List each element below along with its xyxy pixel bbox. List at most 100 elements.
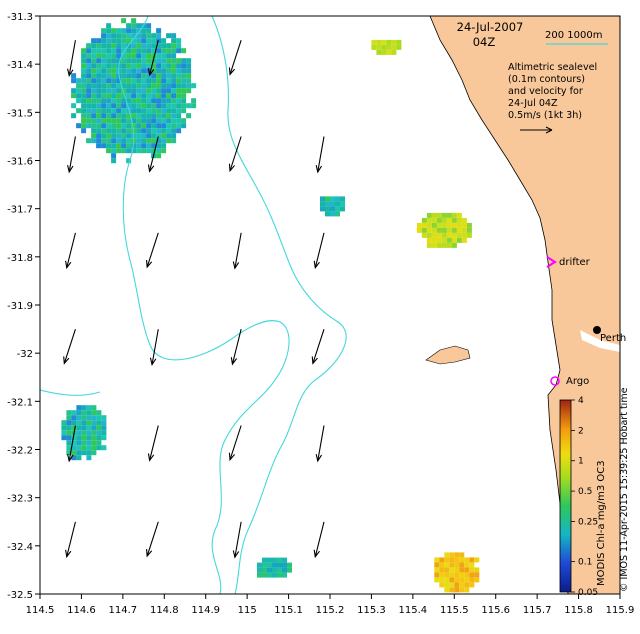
chl-pixel [262,567,267,573]
chl-pixel [116,103,122,109]
chl-pixel [86,445,92,451]
chl-pixel [106,133,112,139]
chl-pixel [106,78,112,84]
chl-pixel [106,93,112,99]
chl-pixel [86,43,92,49]
chl-pixel [156,73,162,79]
chl-pixel [386,49,392,55]
chl-pixel [277,557,282,563]
chl-pixel [335,211,340,217]
chl-pixel [91,450,97,456]
chl-pixel [376,44,382,50]
chl-pixel [121,68,127,74]
chl-pixel [166,53,172,59]
chl-pixel [186,58,192,64]
chl-pixel [469,572,475,578]
chl-pixel [101,425,107,431]
chl-pixel [96,420,102,426]
chl-pixel [91,123,97,129]
chl-pixel [101,88,107,94]
chl-pixel [449,567,455,573]
y-tick-label: -31.8 [7,253,33,264]
chl-pixel [386,39,392,45]
chl-pixel [91,108,97,114]
chl-pixel [439,567,445,573]
chl-pixel [131,33,137,39]
chl-pixel [461,232,467,238]
chl-pixel [116,88,122,94]
chl-pixel [96,415,102,421]
colorbar-tick-label: 2 [578,426,584,436]
chl-pixel [151,38,157,44]
chl-pixel [441,217,447,223]
chl-pixel [136,28,142,34]
chl-pixel [431,242,437,248]
velocity-arrow [228,39,242,76]
chl-pixel [71,415,77,421]
chl-pixel [136,118,142,124]
chl-pixel [166,133,172,139]
chl-pixel [76,430,82,436]
chl-pixel [96,128,102,134]
chl-pixel [459,582,465,588]
velocity-arrow-head [146,260,153,269]
chl-pixel [121,123,127,129]
chl-pixel [121,143,127,149]
chl-pixel [146,143,152,149]
x-tick-label: 115.5 [440,605,469,616]
land-mass [430,16,620,594]
chl-pixel [101,123,107,129]
chl-pixel [121,63,127,69]
chl-pixel [126,63,132,69]
chl-pixel [101,83,107,89]
chl-pixel [431,237,437,243]
chl-pixel [436,227,442,233]
chl-pixel [146,48,152,54]
chl-pixel [141,83,147,89]
chl-pixel [131,38,137,44]
x-tick-label: 115.6 [481,605,510,616]
chl-pixel [181,108,187,114]
velocity-arrow-shaft [229,425,242,460]
chl-pixel [81,58,87,64]
chl-pixel [101,33,107,39]
chl-pixel [136,103,142,109]
chl-pixel [340,196,345,202]
chl-pixel [91,118,97,124]
chl-pixel [101,98,107,104]
chl-pixel [111,58,117,64]
chl-pixel [371,39,377,45]
chl-pixel [146,63,152,69]
chl-pixel [146,113,152,119]
chl-pixel [106,108,112,114]
chl-pixel [325,201,330,207]
colorbar-tick-label: 0.1 [578,558,592,568]
velocity-arrow-shaft [314,232,325,268]
chl-pixel [96,43,102,49]
chl-pixel [444,567,450,573]
chl-pixel [101,445,107,451]
chl-pixel [116,48,122,54]
chl-pixel [156,68,162,74]
chl-pixel [446,227,452,233]
chl-pixel [81,78,87,84]
chl-pixel [166,48,172,54]
chl-pixel [191,103,197,109]
sealevel-contours [40,16,347,594]
chl-pixel [421,217,427,223]
chl-pixel [121,28,127,34]
chl-pixel [106,143,112,149]
chl-pixel [121,93,127,99]
chl-pixel [446,242,452,248]
chl-pixel [126,138,132,144]
chl-pixel [461,222,467,228]
velocity-arrow-head [147,68,155,77]
chl-pixel [111,143,117,149]
chl-pixel [71,420,77,426]
chl-pixel [156,83,162,89]
chl-pixel [146,98,152,104]
argo-label: Argo [566,376,589,387]
velocity-arrow-head [315,165,323,174]
chl-pixel [151,108,157,114]
chl-pixel [171,128,177,134]
